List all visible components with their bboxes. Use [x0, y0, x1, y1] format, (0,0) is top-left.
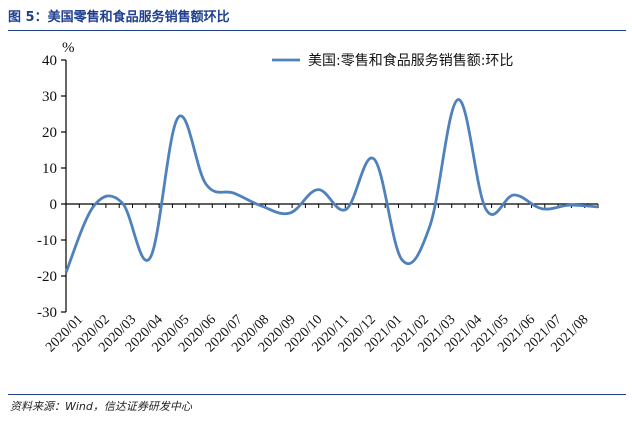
y-axis-unit: % [62, 40, 75, 56]
y-tick-label: -20 [37, 269, 57, 285]
title-rule [8, 30, 626, 31]
source-note: 资料来源：Wind，信达证券研发中心 [10, 400, 192, 413]
series-group [64, 98, 599, 273]
y-tick-label: 0 [50, 197, 58, 213]
y-tick-label: 10 [42, 161, 57, 177]
y-tick-label: 30 [42, 89, 57, 105]
series-line [64, 98, 599, 273]
legend: 美国:零售和食品服务销售额:环比 [272, 52, 513, 69]
y-tick-label: 40 [42, 53, 57, 69]
y-tick-label: 20 [42, 125, 57, 141]
figure-title: 图 5：美国零售和食品服务销售额环比 [8, 10, 230, 25]
y-axis: 40 30 20 10 0 -10 -20 -30% [37, 40, 75, 321]
source-rule [8, 394, 626, 395]
y-tick-label: -10 [37, 233, 57, 249]
x-axis: 2020/012020/022020/032020/042020/052020/… [43, 203, 599, 355]
legend-label: 美国:零售和食品服务销售额:环比 [308, 52, 513, 69]
y-tick-label: -30 [37, 305, 57, 321]
